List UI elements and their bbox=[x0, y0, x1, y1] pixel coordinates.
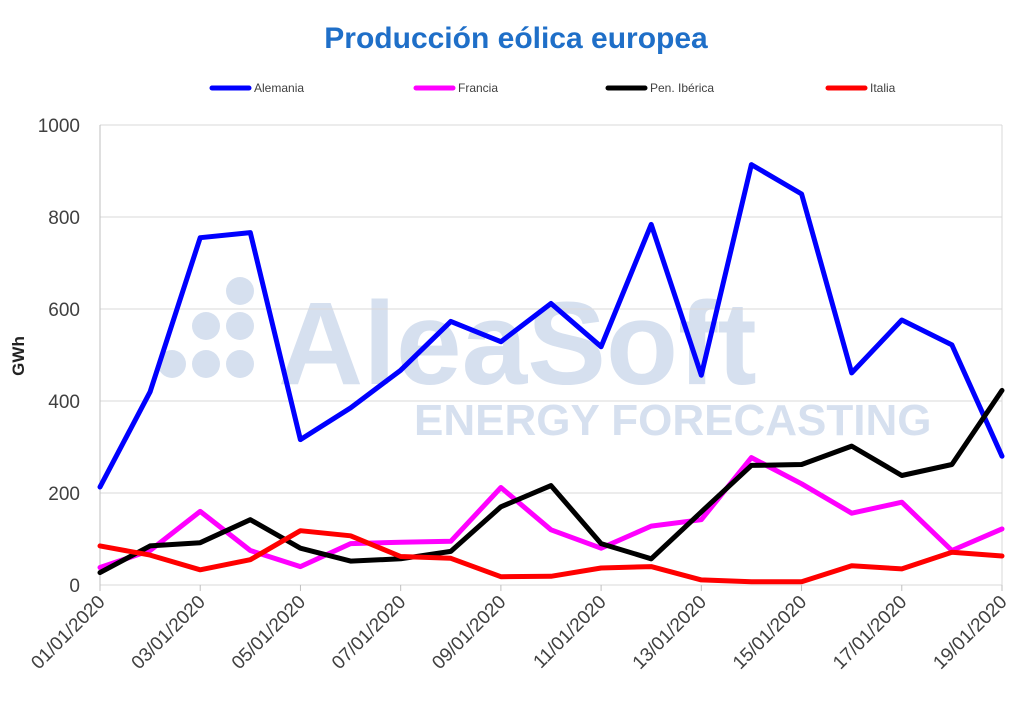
x-tick-label: 09/01/2020 bbox=[428, 592, 510, 674]
x-tick-label: 15/01/2020 bbox=[729, 592, 811, 674]
watermark-logo-icon bbox=[158, 277, 254, 378]
y-tick-label: 600 bbox=[48, 300, 80, 321]
watermark-tagline: ENERGY FORECASTING bbox=[414, 396, 931, 445]
y-axis-label: GWh bbox=[9, 336, 28, 376]
x-tick-label: 07/01/2020 bbox=[328, 592, 410, 674]
y-tick-label: 400 bbox=[48, 392, 80, 413]
series-lines bbox=[97, 162, 1005, 585]
legend-label: Francia bbox=[458, 81, 498, 95]
chart-title: Producción eólica europea bbox=[324, 22, 708, 55]
series-line-alemania bbox=[97, 162, 1005, 490]
x-tick-label: 17/01/2020 bbox=[829, 592, 911, 674]
legend-label: Italia bbox=[870, 81, 896, 95]
x-axis-ticks: 01/01/2020 03/01/2020 05/01/2020 07/01/2020… bbox=[27, 585, 1012, 674]
y-tick-label: 1000 bbox=[38, 116, 80, 137]
grid-lines bbox=[99, 124, 1003, 586]
x-tick-label: 11/01/2020 bbox=[530, 592, 611, 673]
legend-label: Alemania bbox=[254, 81, 304, 95]
x-tick-label: 03/01/2020 bbox=[128, 592, 210, 674]
watermark: AleaSoft ENERGY FORECASTING bbox=[158, 277, 931, 445]
x-tick-label: 05/01/2020 bbox=[228, 592, 310, 674]
x-tick-label: 01/01/2020 bbox=[27, 592, 109, 674]
watermark-brand: AleaSoft bbox=[278, 278, 757, 410]
legend-label: Pen. Ibérica bbox=[650, 81, 714, 95]
x-tick-label: 19/01/2020 bbox=[929, 592, 1011, 674]
y-axis-ticks: 0 200 400 600 800 1000 bbox=[38, 116, 80, 597]
series-line-francia bbox=[97, 455, 1005, 570]
x-tick-label: 13/01/2020 bbox=[629, 592, 711, 674]
y-tick-label: 200 bbox=[48, 484, 80, 505]
series-line-italia bbox=[97, 528, 1005, 585]
y-tick-label: 0 bbox=[69, 576, 80, 597]
legend: Alemania Francia Pen. Ibérica Italia bbox=[209, 81, 896, 95]
y-tick-label: 800 bbox=[48, 208, 80, 229]
series-line-pen-ib-rica bbox=[97, 387, 1005, 576]
